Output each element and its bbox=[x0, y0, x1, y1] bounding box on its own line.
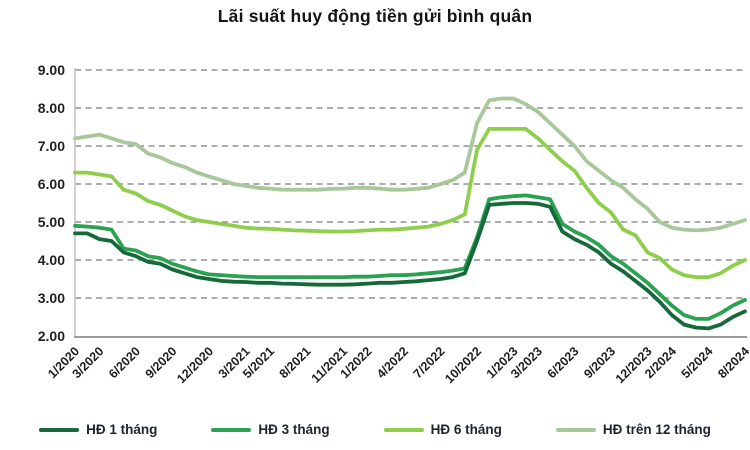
plot-area: 2.003.004.005.006.007.008.009.001/20203/… bbox=[38, 62, 750, 386]
y-tick-label: 6.00 bbox=[38, 176, 65, 192]
x-tick-label: 8/2024 bbox=[715, 344, 750, 381]
legend-item-hd-tren-12-thang: HĐ trên 12 tháng bbox=[555, 422, 711, 437]
x-tick-label: 5/2024 bbox=[679, 344, 716, 381]
y-tick-label: 8.00 bbox=[38, 100, 65, 116]
y-tick-label: 4.00 bbox=[38, 252, 65, 268]
x-tick-label: 12/2020 bbox=[174, 344, 216, 386]
x-tick-label: 10/2022 bbox=[442, 344, 484, 386]
legend-line-swatch bbox=[555, 427, 596, 432]
y-tick-label: 9.00 bbox=[38, 62, 65, 78]
legend-label: HĐ 1 tháng bbox=[86, 422, 158, 437]
series-line-hd-3-thang bbox=[73, 193, 747, 321]
legend-item-hd-3-thang: HĐ 3 tháng bbox=[211, 422, 330, 437]
x-tick-label: 4/2022 bbox=[374, 344, 411, 381]
legend-item-hd-6-thang: HĐ 6 tháng bbox=[383, 422, 502, 437]
legend-line-swatch bbox=[211, 427, 252, 432]
y-tick-label: 5.00 bbox=[38, 214, 65, 230]
series-line-hd-6-thang bbox=[73, 126, 747, 280]
series-line-hd-tren-12-thang bbox=[73, 96, 747, 233]
y-tick-label: 7.00 bbox=[38, 138, 65, 154]
chart-legend: HĐ 1 tháng HĐ 3 tháng HĐ 6 tháng HĐ trên 12… bbox=[0, 422, 750, 437]
y-tick-label: 2.00 bbox=[38, 328, 65, 344]
legend-item-hd-1-thang: HĐ 1 tháng bbox=[39, 422, 157, 437]
legend-label: HĐ trên 12 tháng bbox=[602, 422, 711, 437]
x-tick-label: 6/2020 bbox=[106, 344, 143, 381]
x-tick-label: 6/2023 bbox=[545, 344, 582, 381]
legend-label: HĐ 3 tháng bbox=[258, 422, 330, 437]
legend-line-swatch bbox=[39, 427, 80, 432]
series-line-hd-1-thang bbox=[73, 201, 747, 331]
y-tick-label: 3.00 bbox=[38, 290, 65, 306]
legend-label: HĐ 6 tháng bbox=[430, 422, 502, 437]
legend-line-swatch bbox=[383, 427, 424, 432]
chart-title: Lãi suất huy động tiền gửi bình quân bbox=[217, 6, 533, 26]
